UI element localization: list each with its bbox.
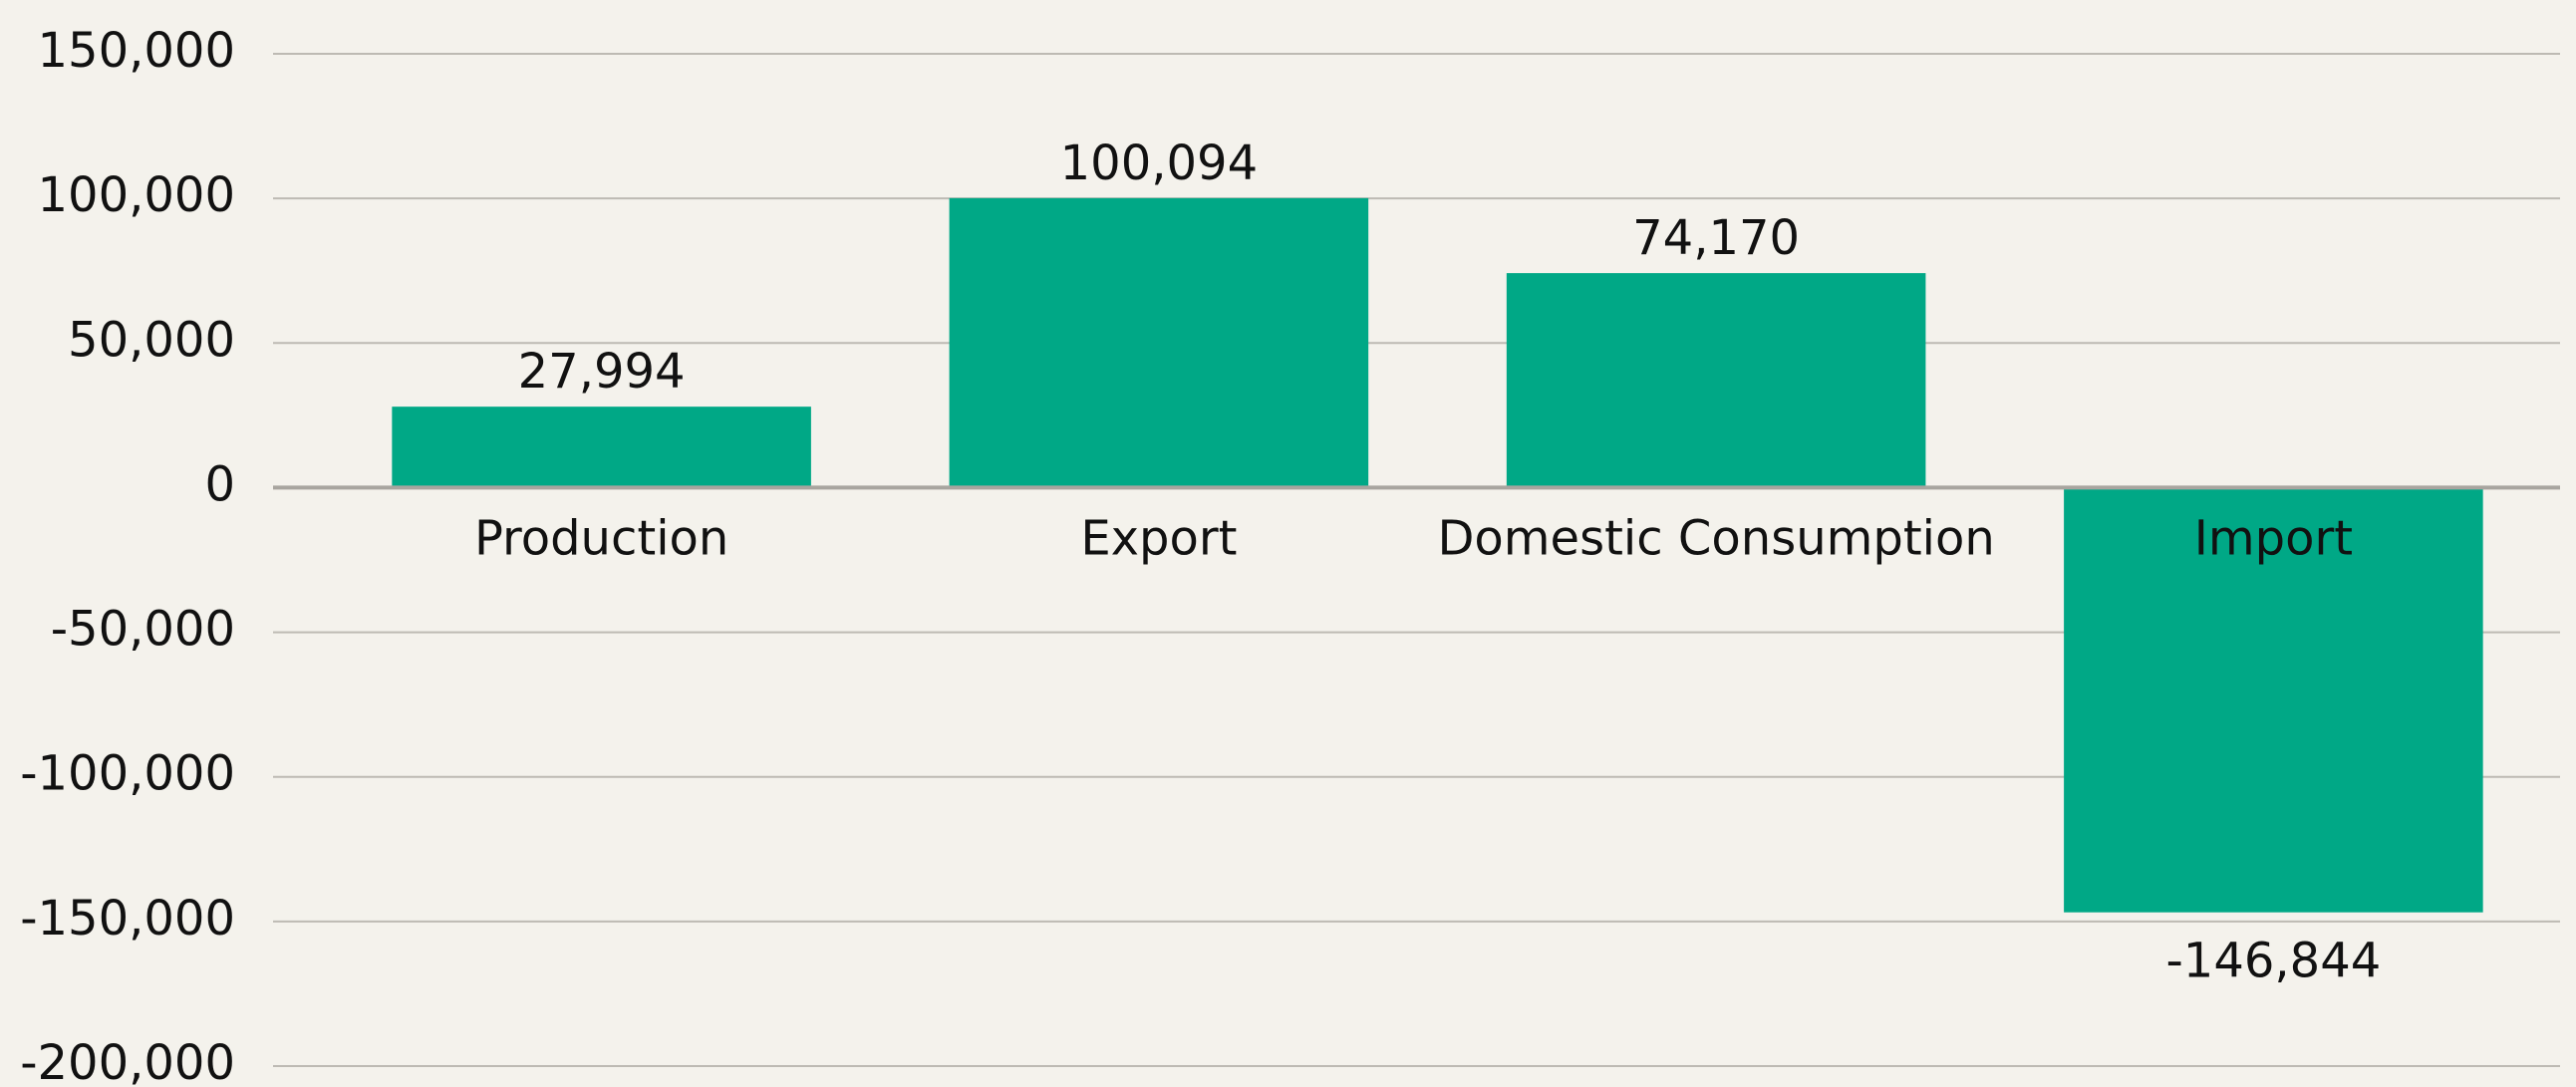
data-label: 27,994 xyxy=(518,344,686,400)
bar xyxy=(2064,487,2483,913)
y-tick-label: 0 xyxy=(204,456,235,512)
y-tick-label: 50,000 xyxy=(68,312,235,368)
data-label: 100,094 xyxy=(1060,136,1259,191)
x-tick-label: Export xyxy=(1080,510,1237,566)
data-label: 74,170 xyxy=(1632,210,1800,266)
y-tick-label: -100,000 xyxy=(20,746,235,802)
bar xyxy=(1506,273,1926,488)
x-tick-label: Domestic Consumption xyxy=(1437,510,1994,566)
bar xyxy=(392,407,811,488)
x-tick-label: Production xyxy=(474,510,728,566)
y-tick-label: 100,000 xyxy=(38,167,236,223)
y-tick-label: -50,000 xyxy=(51,602,235,658)
x-tick-label: Import xyxy=(2194,510,2353,566)
y-tick-label: 150,000 xyxy=(38,23,236,79)
bar xyxy=(949,197,1369,488)
y-tick-label: -200,000 xyxy=(20,1035,235,1087)
y-tick-label: -150,000 xyxy=(20,891,235,947)
data-label: -146,844 xyxy=(2165,934,2381,989)
